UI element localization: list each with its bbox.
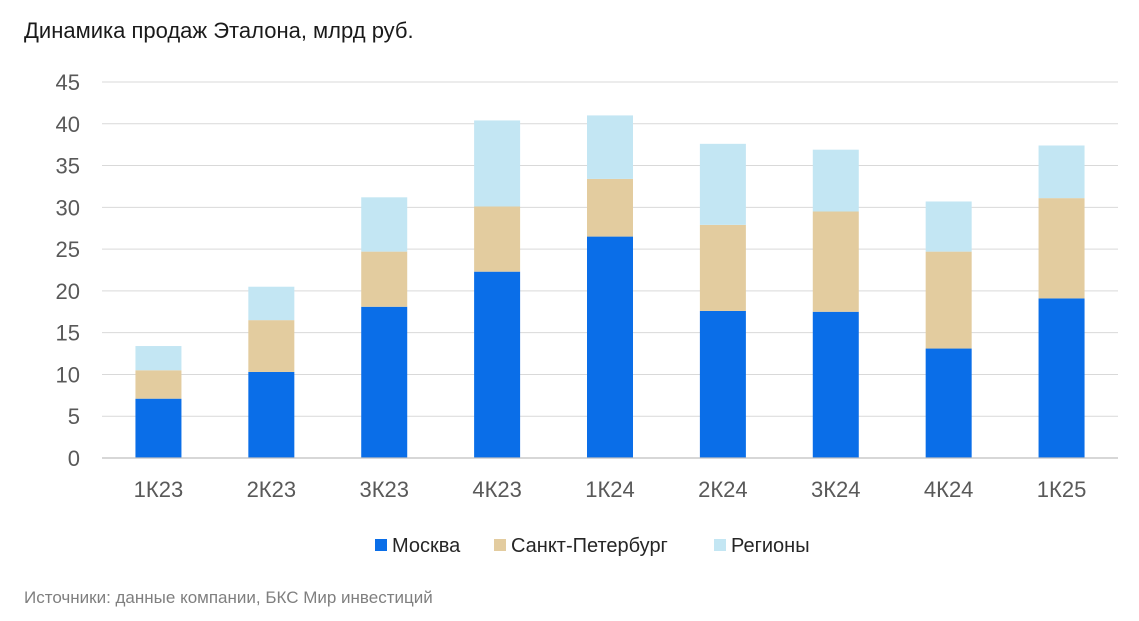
bar-segment bbox=[587, 236, 633, 458]
bar-segment bbox=[1038, 298, 1085, 458]
y-tick-label: 40 bbox=[56, 112, 80, 137]
bars bbox=[135, 115, 1085, 458]
bar-segment bbox=[361, 251, 408, 307]
bar-segment bbox=[587, 178, 633, 237]
x-tick-label: 4К23 bbox=[472, 477, 522, 502]
legend-swatch bbox=[714, 539, 726, 551]
x-tick-label: 1К25 bbox=[1037, 477, 1087, 502]
chart-title: Динамика продаж Эталона, млрд руб. bbox=[24, 18, 414, 43]
bar-segment bbox=[699, 143, 746, 225]
x-tick-label: 3К23 bbox=[359, 477, 409, 502]
y-tick-label: 25 bbox=[56, 237, 80, 262]
legend-label: Москва bbox=[392, 535, 461, 557]
x-tick-label: 2К23 bbox=[247, 477, 297, 502]
x-tick-label: 3К24 bbox=[811, 477, 861, 502]
y-tick-label: 30 bbox=[56, 195, 80, 220]
y-axis-ticks: 0 5 10 15 20 25 30 35 40 45 bbox=[56, 70, 80, 471]
x-tick-label: 1К24 bbox=[585, 477, 635, 502]
bar-segment bbox=[587, 115, 633, 179]
bar-segment bbox=[135, 370, 182, 399]
y-tick-label: 10 bbox=[56, 362, 80, 387]
y-tick-label: 15 bbox=[56, 321, 80, 346]
bar-segment bbox=[474, 120, 521, 207]
bar-segment bbox=[1038, 198, 1085, 299]
y-tick-label: 5 bbox=[68, 404, 80, 429]
bar-segment bbox=[361, 306, 408, 458]
bar-segment bbox=[925, 201, 972, 252]
bar-segment bbox=[1038, 145, 1085, 199]
bar-segment bbox=[474, 206, 521, 272]
y-tick-label: 45 bbox=[56, 70, 80, 95]
y-tick-label: 35 bbox=[56, 154, 80, 179]
x-tick-label: 1К23 bbox=[134, 477, 184, 502]
legend: Москва Санкт-Петербург Регионы bbox=[375, 535, 810, 557]
y-tick-label: 20 bbox=[56, 279, 80, 304]
bar-segment bbox=[248, 320, 295, 372]
legend-label: Регионы bbox=[731, 535, 810, 557]
bar-segment bbox=[474, 271, 521, 458]
bar-segment bbox=[248, 286, 295, 321]
legend-swatch bbox=[494, 539, 506, 551]
bar-segment bbox=[812, 149, 859, 212]
legend-label: Санкт-Петербург bbox=[511, 535, 668, 557]
bar-segment bbox=[925, 251, 972, 349]
bar-segment bbox=[699, 310, 746, 458]
y-tick-label: 0 bbox=[68, 446, 80, 471]
bar-segment bbox=[135, 398, 182, 458]
bar-segment bbox=[361, 197, 408, 252]
stacked-bar-chart: 0 5 10 15 20 25 30 35 40 45 1К23 2К23 3К23 4К23 1К24 2… bbox=[56, 70, 1118, 557]
bar-segment bbox=[925, 348, 972, 458]
bar-segment bbox=[812, 311, 859, 458]
bar-segment bbox=[248, 371, 295, 458]
x-axis-ticks: 1К23 2К23 3К23 4К23 1К24 2К24 3К24 4К24 1К25 bbox=[134, 477, 1087, 502]
bar-segment bbox=[812, 211, 859, 312]
bar-segment bbox=[699, 224, 746, 311]
bar-segment bbox=[135, 346, 182, 371]
legend-swatch bbox=[375, 539, 387, 551]
x-tick-label: 2К24 bbox=[698, 477, 748, 502]
source-note: Источники: данные компании, БКС Мир инве… bbox=[24, 588, 433, 607]
x-tick-label: 4К24 bbox=[924, 477, 974, 502]
